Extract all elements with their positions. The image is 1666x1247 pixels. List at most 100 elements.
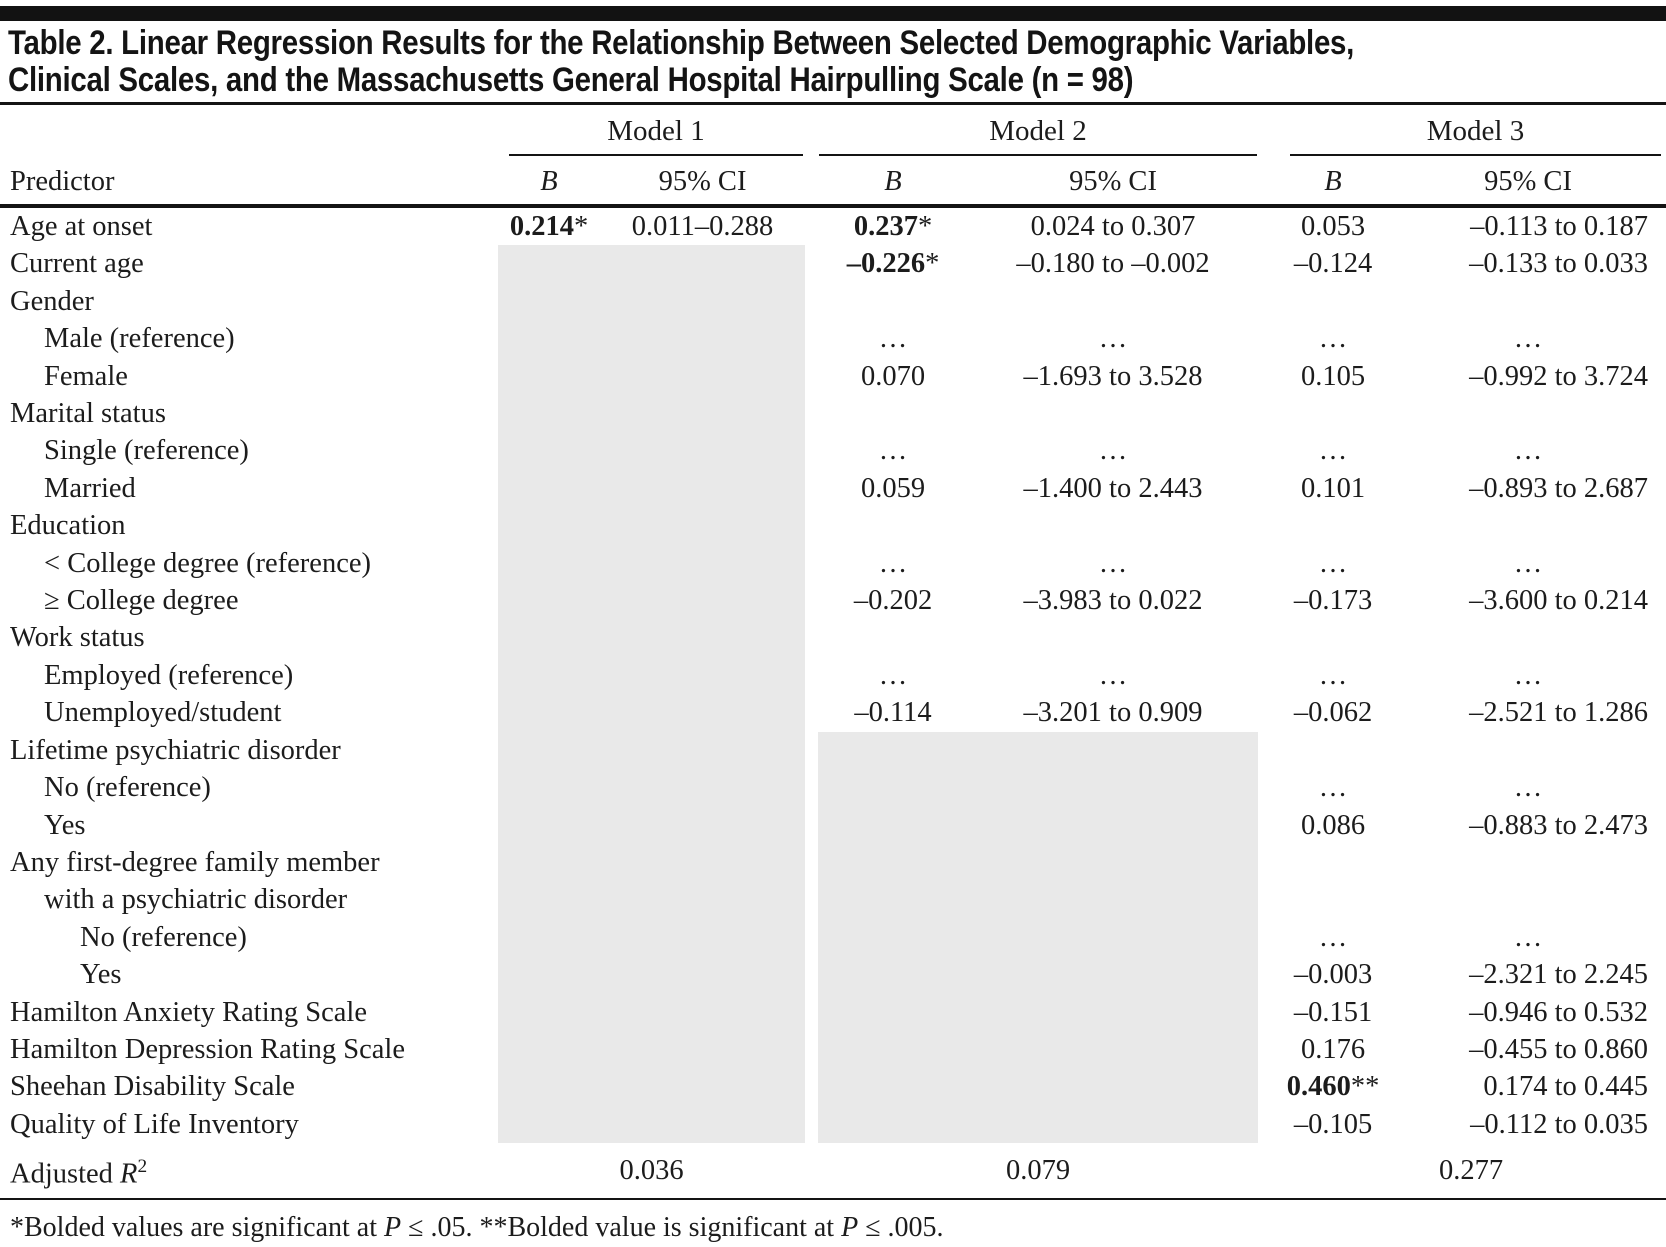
cell-m1-ci: [600, 282, 805, 321]
group-gap: [1258, 469, 1276, 508]
cell-m1-b: [498, 1105, 600, 1144]
predictor-label: < College degree (reference): [44, 547, 371, 579]
group-gap: [1258, 881, 1276, 919]
cell-m2-b: [818, 1030, 968, 1069]
table-title: Table 2. Linear Regression Results for t…: [0, 21, 1666, 105]
cell-m2-b: 0.237*: [853, 211, 933, 242]
cell-m1-ci: [600, 731, 805, 770]
m3-ci-header: 95% CI: [1390, 156, 1666, 208]
cell-m3-ci: …: [1513, 921, 1543, 953]
cell-m2-b: [818, 619, 968, 656]
group-gap: [805, 582, 818, 620]
table-row: Age at onset 0.214* 0.011–0.288 0.237* 0.024…: [0, 206, 1666, 246]
cell-m1-ci: [600, 956, 805, 994]
m3-b-header: B: [1276, 156, 1390, 208]
cell-m1-b: [498, 881, 600, 919]
m2-b-header: B: [818, 156, 968, 208]
cell-m3-ci: –0.883 to 2.473: [1469, 809, 1648, 841]
cell-m2-b: 0.059: [860, 472, 926, 504]
cell-m3-b: –0.105: [1293, 1108, 1373, 1140]
cell-m1-ci: [600, 544, 805, 583]
group-gap: [805, 1105, 818, 1144]
group-gap: [1258, 1068, 1276, 1106]
cell-m2-ci: …: [1098, 323, 1128, 355]
cell-m2-ci: 0.024 to 0.307: [1030, 211, 1196, 242]
group-gap: [805, 282, 818, 321]
cell-m3-ci: …: [1513, 547, 1543, 579]
cell-m1-b: [498, 731, 600, 770]
cell-m1-ci: [600, 245, 805, 283]
cell-m3-b: [1276, 395, 1390, 432]
cell-m3-ci: –3.600 to 0.214: [1469, 585, 1648, 617]
cell-m1-ci: [600, 582, 805, 620]
table-row: Hamilton Depression Rating Scale 0.176 –0.…: [0, 1030, 1666, 1069]
cell-m3-ci: –0.133 to 0.033: [1469, 248, 1648, 280]
table-row: No (reference)……: [0, 769, 1666, 807]
predictor-label: Work status: [10, 622, 145, 654]
cell-m2-ci: –1.693 to 3.528: [1023, 360, 1203, 392]
table-title-line2: Clinical Scales, and the Massachusetts G…: [8, 61, 1134, 99]
table-body: Age at onset 0.214* 0.011–0.288 0.237* 0.024…: [0, 206, 1666, 1144]
group-gap: [805, 806, 818, 844]
group-gap: [805, 881, 818, 919]
cell-m1-ci: [600, 507, 805, 545]
cell-m1-b: [498, 843, 600, 882]
cell-m1-ci: [600, 1068, 805, 1106]
group-header-model2: Model 2: [818, 105, 1258, 156]
cell-m1-b: [498, 357, 600, 396]
cell-m1-ci: [600, 769, 805, 807]
cell-m2-ci: [968, 881, 1258, 919]
cell-m1-b: [498, 806, 600, 844]
adjusted-r2-label: Adjusted R2: [0, 1143, 498, 1200]
cell-m3-b: …: [1318, 921, 1348, 953]
table-row: Employed (reference)…………: [0, 656, 1666, 695]
cell-m3-ci: [1390, 283, 1666, 320]
cell-m1-b: [498, 769, 600, 807]
cell-m1-b: [498, 544, 600, 583]
cell-m1-ci: [600, 843, 805, 882]
cell-m2-ci: [968, 843, 1258, 882]
cell-m1-ci: [600, 1105, 805, 1144]
cell-m1-b: [498, 432, 600, 470]
cell-m1-ci: [600, 320, 805, 358]
cell-m2-ci: [968, 1105, 1258, 1144]
cell-m2-b: 0.070: [860, 360, 926, 392]
cell-m2-b: [818, 1068, 968, 1106]
cell-m3-ci: –2.321 to 2.245: [1469, 959, 1648, 991]
cell-m1-b: [498, 918, 600, 957]
cell-m3-b: [1276, 881, 1390, 918]
cell-m2-ci: –0.180 to –0.002: [1016, 248, 1210, 280]
cell-m1-b: [498, 395, 600, 433]
group-gap: [1258, 245, 1276, 283]
cell-m1-ci: [600, 806, 805, 844]
cell-m3-ci: [1390, 844, 1666, 881]
table-row: Male (reference)…………: [0, 320, 1666, 358]
cell-m2-b: [818, 395, 968, 432]
cell-m3-ci: …: [1513, 435, 1543, 467]
group-gap: [1258, 694, 1276, 732]
group-gap: [1258, 507, 1276, 545]
cell-m3-ci: –0.455 to 0.860: [1469, 1033, 1648, 1065]
cell-m2-b: [818, 956, 968, 994]
table-row: with a psychiatric disorder: [0, 881, 1666, 919]
regression-table: Model 1 Model 2 Model 3 Predictor B 95% …: [0, 105, 1666, 1200]
cell-m3-b: 0.105: [1300, 360, 1366, 392]
cell-m1-ci: 0.011–0.288: [631, 211, 774, 242]
group-gap: [805, 320, 818, 358]
cell-m2-ci: …: [1098, 659, 1128, 691]
predictor-label: ≥ College degree: [44, 585, 239, 617]
group-gap: [1258, 806, 1276, 844]
group-gap: [1258, 1030, 1276, 1069]
cell-m1-b: [498, 993, 600, 1031]
group-gap: [805, 206, 818, 246]
cell-m3-ci: –0.893 to 2.687: [1469, 472, 1648, 504]
cell-m3-b: 0.176: [1300, 1033, 1366, 1065]
group-gap: [1258, 156, 1276, 208]
group-gap: [1258, 656, 1276, 695]
group-header-model1: Model 1: [498, 105, 805, 156]
cell-m2-b: [818, 918, 968, 957]
group-gap: [805, 1068, 818, 1106]
cell-m3-ci: [1390, 881, 1666, 918]
cell-m3-ci: …: [1513, 659, 1543, 691]
cell-m3-b: …: [1318, 435, 1348, 467]
